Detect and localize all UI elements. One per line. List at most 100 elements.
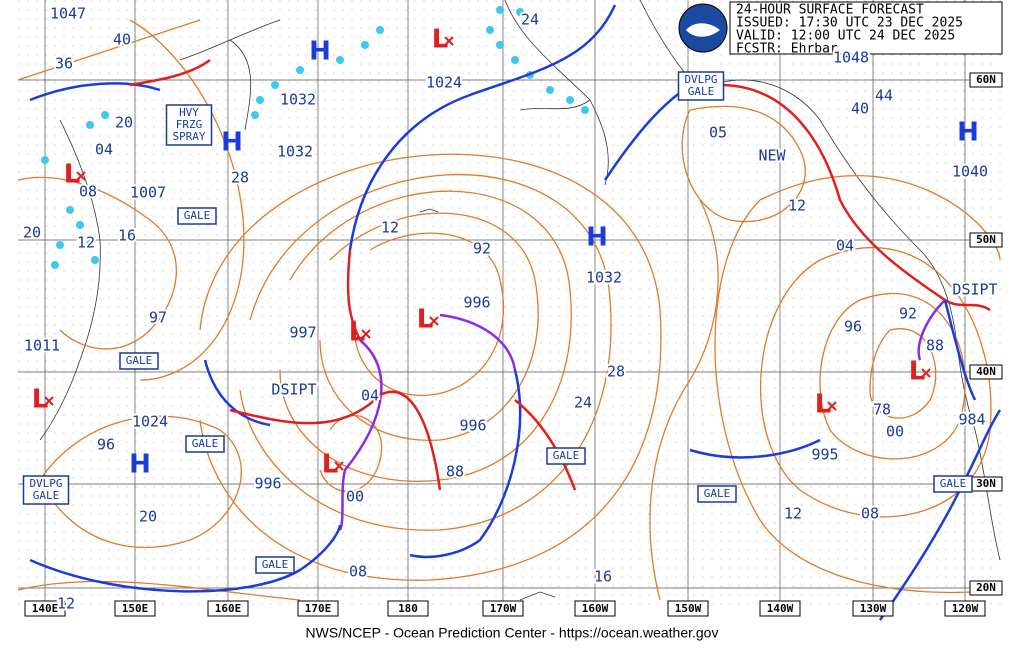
lon-label: 170W [490,602,517,615]
pressure-label: 08 [349,563,367,581]
warning-frame [22,475,70,505]
fronts [29,4,1002,621]
warning-frame [119,352,159,370]
low-center: L [322,450,339,480]
pressure-label: 40 [851,100,869,118]
pressure-label: 16 [118,227,136,245]
pressure-label: 24 [574,394,592,412]
header-issued: ISSUED: 17:30 UTC 23 DEC 2025 [736,16,963,31]
pressure-label: 97 [149,309,167,327]
pressure-label: 04 [361,387,379,405]
low-center: L [909,357,926,387]
pressure-label: 12 [788,197,806,215]
pressure-label: 1048 [833,49,869,67]
pressure-label: 984 [958,411,985,429]
low-center: L [417,305,434,335]
lon-label-box [114,600,156,617]
pressure-label: 05 [709,124,727,142]
pressure-label: 12 [381,219,399,237]
sea-ice [41,6,589,269]
low-center: L [432,25,449,55]
pressure-label: 1007 [130,184,166,202]
pressure-label: NEW [758,147,786,165]
pressure-label: DSIPT [952,281,997,299]
lat-label-box [969,232,1003,248]
lon-label-box [667,600,709,617]
lon-label: 140W [767,602,794,615]
warning-text: GALE [184,209,211,222]
pressure-label: 1024 [132,413,168,431]
lon-label-box [297,600,339,617]
pressure-label: 12 [77,234,95,252]
low-marker [444,36,454,46]
warning-frame [677,71,725,101]
pressure-label: 96 [844,318,862,336]
lon-label-box [852,600,894,617]
pressure-label: 00 [346,488,364,506]
pressure-label: 996 [459,417,486,435]
high-center: H [129,450,151,480]
warning-text: DVLPG [29,477,62,490]
high-center: H [586,223,608,253]
warning-frame [697,485,737,503]
lon-label: 180 [398,602,418,615]
header-box: 24-HOUR SURFACE FORECAST ISSUED: 17:30 U… [678,1,1003,57]
low-marker [429,316,439,326]
warning-box: GALE [933,475,973,493]
pressure-label: 996 [254,475,281,493]
low-marker [334,461,344,471]
warning-box: GALE [255,556,295,574]
pressure-label: 20 [139,508,157,526]
header-frame [729,1,1003,55]
graticule [18,0,1002,606]
low-marker [921,368,931,378]
low-center: L [64,160,81,190]
warning-text: GALE [33,489,60,502]
pressure-label: 1032 [280,91,316,109]
warning-text: GALE [553,449,580,462]
pressure-label: 78 [873,401,891,419]
warning-text: SPRAY [172,130,205,143]
lat-label: 60N [976,73,996,86]
pressure-label: 1040 [952,163,988,181]
pressure-label: 996 [463,294,490,312]
pressure-label: 04 [95,141,113,159]
lon-label-box [482,600,524,617]
lon-label-box [387,600,429,617]
pressure-label: 12 [57,595,75,613]
pressure-label: 88 [446,463,464,481]
header-valid: VALID: 12:00 UTC 24 DEC 2025 [736,29,955,44]
pressure-label: 40 [113,31,131,49]
pressure-label: 36 [55,55,73,73]
pressure-label: 16 [594,568,612,586]
low-marker [827,401,837,411]
warning-text: GALE [126,354,153,367]
warning-box: GALE [119,352,159,370]
pressure-label: 1024 [426,74,462,92]
pressure-label: 04 [836,237,854,255]
lon-label-box [944,600,986,617]
warning-frame [177,207,217,225]
pressure-label: 1032 [586,269,622,287]
warning-box: GALE [546,447,586,465]
header-title: 24-HOUR SURFACE FORECAST [736,3,924,18]
isobars [17,19,1001,601]
low-center: L [349,318,366,348]
warning-frame [165,104,213,146]
low-marker [361,329,371,339]
warning-text: GALE [192,437,219,450]
pressure-label: 1047 [50,5,86,23]
lon-label: 160E [215,602,242,615]
map-area [18,0,1002,606]
lon-label: 160W [582,602,609,615]
warning-frame [255,556,295,574]
high-center: H [221,128,243,158]
high-center: H [957,118,979,148]
low-marker [76,171,86,181]
warning-frame [185,435,225,453]
lon-label-box [207,600,249,617]
warning-box: GALE [177,207,217,225]
